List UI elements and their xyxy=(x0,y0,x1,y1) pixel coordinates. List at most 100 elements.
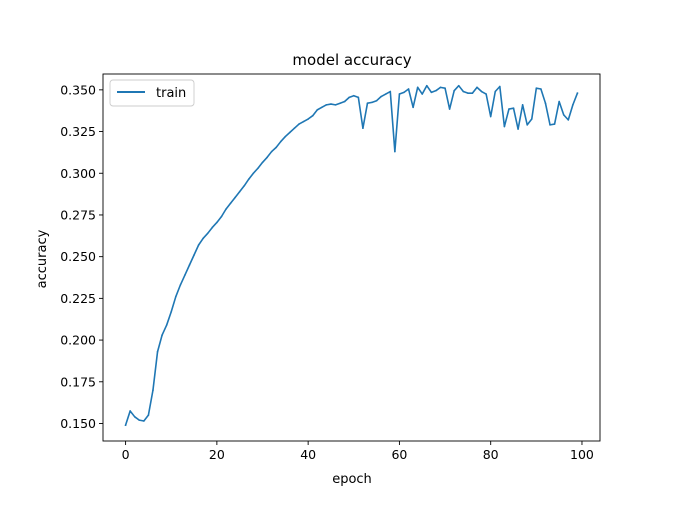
data-point xyxy=(302,120,305,123)
data-point xyxy=(426,84,428,87)
data-point xyxy=(225,208,227,210)
data-point xyxy=(284,135,287,138)
x-tick-label: 0 xyxy=(122,447,130,462)
y-tick-label: 0.225 xyxy=(60,291,96,306)
data-point xyxy=(476,86,478,89)
data-point xyxy=(499,85,501,88)
data-point xyxy=(462,90,465,93)
data-point xyxy=(238,190,241,193)
data-point xyxy=(216,221,218,224)
data-point xyxy=(544,102,547,104)
data-point xyxy=(398,93,401,95)
data-point xyxy=(517,128,519,130)
data-point xyxy=(453,89,455,92)
data-point xyxy=(257,167,259,170)
data-point xyxy=(439,86,442,89)
data-point xyxy=(512,107,515,109)
data-point xyxy=(362,127,364,130)
data-point xyxy=(124,424,127,426)
data-point xyxy=(467,92,469,94)
data-point xyxy=(161,334,163,336)
data-point xyxy=(480,90,483,93)
data-point xyxy=(366,102,369,104)
data-point xyxy=(553,123,556,125)
data-point xyxy=(530,118,533,120)
data-point xyxy=(147,414,150,416)
data-point xyxy=(416,86,419,89)
data-point xyxy=(143,420,145,422)
data-point xyxy=(188,264,191,266)
data-point xyxy=(540,88,542,90)
plot-area-frame xyxy=(102,73,601,442)
data-point xyxy=(316,109,319,111)
data-point xyxy=(252,172,255,175)
data-point xyxy=(197,244,200,246)
data-point xyxy=(471,92,474,94)
data-point xyxy=(289,131,291,134)
data-point xyxy=(394,150,396,153)
data-point xyxy=(562,114,565,116)
data-point xyxy=(403,91,405,94)
data-point xyxy=(576,92,579,94)
data-point xyxy=(234,196,236,199)
x-tick-label: 20 xyxy=(209,447,225,462)
data-point xyxy=(184,274,186,276)
y-tick-label: 0.350 xyxy=(60,82,96,97)
y-tick-label: 0.200 xyxy=(60,333,96,348)
y-axis-label: accuracy xyxy=(35,229,50,288)
data-point xyxy=(129,410,131,412)
series-layer xyxy=(124,84,579,427)
data-point xyxy=(193,254,195,256)
data-point xyxy=(444,87,446,89)
x-tick-label: 40 xyxy=(300,447,316,462)
data-point xyxy=(243,184,246,187)
y-tick-label: 0.275 xyxy=(60,207,96,222)
data-point xyxy=(535,87,538,89)
data-point xyxy=(485,93,487,95)
y-tick-label: 0.175 xyxy=(60,374,96,389)
y-tick-label: 0.325 xyxy=(60,124,96,139)
x-tick-label: 100 xyxy=(570,447,594,462)
data-point xyxy=(138,419,141,421)
y-tick-label: 0.150 xyxy=(60,416,96,431)
data-point xyxy=(174,295,177,298)
x-axis-label: epoch xyxy=(332,472,372,487)
legend: train xyxy=(109,79,195,107)
y-tick-label: 0.300 xyxy=(60,166,96,181)
x-tick-label: 80 xyxy=(483,447,499,462)
data-point xyxy=(549,124,551,126)
data-point xyxy=(330,103,332,105)
data-point xyxy=(558,100,560,103)
data-point xyxy=(298,123,300,125)
data-point xyxy=(307,118,309,120)
data-point xyxy=(348,96,351,99)
legend-label-train: train xyxy=(156,86,186,101)
series-line-train xyxy=(124,84,579,427)
data-point xyxy=(503,125,506,128)
data-point xyxy=(357,96,360,99)
data-point xyxy=(293,127,296,130)
data-point xyxy=(448,108,451,110)
data-point xyxy=(220,215,223,218)
data-point xyxy=(156,350,159,353)
data-point xyxy=(202,237,204,240)
x-tick-label: 60 xyxy=(391,447,407,462)
data-point xyxy=(133,416,136,418)
data-point xyxy=(508,108,510,110)
x-axis-ticks: 0 20 40 60 80 100 xyxy=(122,441,594,462)
data-point xyxy=(384,93,387,95)
data-point xyxy=(261,161,264,164)
data-point xyxy=(430,91,433,94)
data-point xyxy=(421,93,424,95)
data-point xyxy=(170,310,173,313)
data-point xyxy=(371,101,373,104)
data-point xyxy=(165,324,168,326)
legend-box xyxy=(109,79,195,107)
data-point xyxy=(521,104,524,106)
data-point xyxy=(339,102,341,104)
data-point xyxy=(489,115,492,118)
data-point xyxy=(211,226,214,229)
data-point xyxy=(311,114,314,117)
